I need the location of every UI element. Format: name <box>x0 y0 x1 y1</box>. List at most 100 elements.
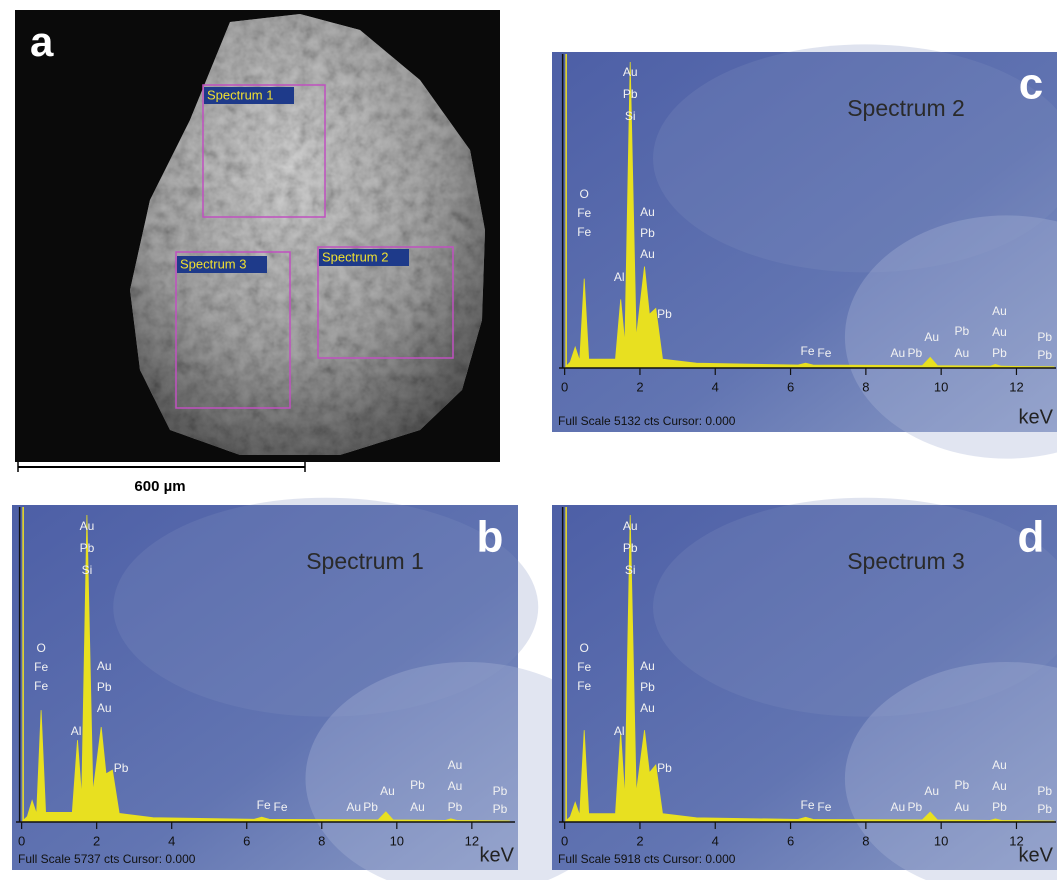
x-tick-label: 0 <box>561 379 568 394</box>
region-label: Spectrum 3 <box>180 256 246 271</box>
peak-label: Au <box>410 800 425 814</box>
x-tick-label: 4 <box>712 379 719 394</box>
spectrum-title: Spectrum 2 <box>847 95 965 121</box>
peak-label: Fe <box>577 225 591 239</box>
x-tick-label: 12 <box>465 833 479 848</box>
peak-label: Pb <box>80 541 95 555</box>
panel-letter: a <box>30 18 54 65</box>
peak-label: Au <box>623 519 638 533</box>
x-tick-label: 10 <box>934 379 948 394</box>
peak-label: Au <box>640 659 655 673</box>
panel-letter: d <box>1018 513 1045 562</box>
peak-label: Pb <box>448 800 463 814</box>
footer: Full Scale 5737 cts Cursor: 0.000 <box>18 852 196 866</box>
peak-label: Al <box>71 724 82 738</box>
peak-label: Si <box>82 563 93 577</box>
peak-label: Pb <box>1037 330 1052 344</box>
peak-label: Pb <box>907 800 922 814</box>
peak-label: Pb <box>640 226 655 240</box>
x-tick-label: 6 <box>787 833 794 848</box>
x-tick-label: 0 <box>561 833 568 848</box>
peak-label: Au <box>380 784 395 798</box>
x-tick-label: 2 <box>93 833 100 848</box>
peak-label: Au <box>640 205 655 219</box>
peak-label: Au <box>992 304 1007 318</box>
peak-label: Au <box>448 779 463 793</box>
x-tick-label: 6 <box>243 833 250 848</box>
peak-label: O <box>36 641 45 655</box>
panel-letter: c <box>1019 60 1043 109</box>
peak-label: Au <box>992 779 1007 793</box>
x-tick-label: 4 <box>168 833 175 848</box>
spectrum-title: Spectrum 3 <box>847 548 965 574</box>
peak-label: Fe <box>577 679 591 693</box>
x-tick-label: 2 <box>636 833 643 848</box>
peak-label: Pb <box>955 778 970 792</box>
page: Spectrum 1 Spectrum 2 Spectrum 3 a 600 µ… <box>0 0 1057 885</box>
peak-label: Pb <box>657 761 672 775</box>
peak-label: Au <box>992 758 1007 772</box>
peak-label: Pb <box>992 800 1007 814</box>
x-axis-label: keV <box>1019 406 1054 428</box>
peak-label: Au <box>623 65 638 79</box>
peak-label: Pb <box>493 784 508 798</box>
peak-label: Au <box>448 758 463 772</box>
peak-label: Au <box>80 519 95 533</box>
peak-label: Fe <box>800 798 814 812</box>
peak-label: Fe <box>257 798 271 812</box>
peak-label: Pb <box>992 346 1007 360</box>
peak-label: Pb <box>640 680 655 694</box>
x-tick-label: 4 <box>712 833 719 848</box>
footer: Full Scale 5918 cts Cursor: 0.000 <box>558 852 736 866</box>
scale-bar-label: 600 µm <box>134 478 185 495</box>
region-label: Spectrum 2 <box>322 249 388 264</box>
peak-label: Pb <box>623 87 638 101</box>
peak-label: Au <box>891 346 906 360</box>
peak-label: Au <box>640 701 655 715</box>
spectrum-title: Spectrum 1 <box>306 548 424 574</box>
peak-label: Fe <box>273 800 287 814</box>
peak-label: Au <box>955 346 970 360</box>
peak-label: Fe <box>577 660 591 674</box>
peak-label: Fe <box>34 679 48 693</box>
peak-label: Fe <box>800 344 814 358</box>
peak-label: Pb <box>623 541 638 555</box>
peak-label: Au <box>640 247 655 261</box>
x-tick-label: 8 <box>862 379 869 394</box>
panel-letter: b <box>477 513 504 562</box>
peak-label: Au <box>891 800 906 814</box>
peak-label: Si <box>625 109 636 123</box>
peak-label: Au <box>992 325 1007 339</box>
peak-label: Au <box>924 784 939 798</box>
x-tick-label: 2 <box>636 379 643 394</box>
peak-label: Pb <box>363 800 378 814</box>
x-tick-label: 10 <box>390 833 404 848</box>
peak-label: Au <box>955 800 970 814</box>
x-tick-label: 8 <box>862 833 869 848</box>
figure: Spectrum 1 Spectrum 2 Spectrum 3 a 600 µ… <box>0 0 1057 880</box>
peak-label: Si <box>625 563 636 577</box>
peak-label: Pb <box>1037 784 1052 798</box>
x-tick-label: 8 <box>318 833 325 848</box>
peak-label: Pb <box>1037 348 1052 362</box>
peak-label: Pb <box>1037 802 1052 816</box>
peak-label: Pb <box>955 324 970 338</box>
peak-label: Pb <box>657 307 672 321</box>
peak-label: Au <box>97 701 112 715</box>
x-tick-label: 0 <box>18 833 25 848</box>
peak-label: Fe <box>817 800 831 814</box>
x-tick-label: 6 <box>787 379 794 394</box>
x-axis-label: keV <box>480 844 515 866</box>
peak-label: Au <box>924 330 939 344</box>
peak-label: Fe <box>34 660 48 674</box>
peak-label: Au <box>346 800 361 814</box>
peak-label: Al <box>614 270 625 284</box>
peak-label: Pb <box>114 761 129 775</box>
peak-label: Au <box>97 659 112 673</box>
peak-label: Pb <box>97 680 112 694</box>
region-label: Spectrum 1 <box>207 87 273 102</box>
peak-label: Pb <box>907 346 922 360</box>
peak-label: Fe <box>817 346 831 360</box>
x-tick-label: 12 <box>1009 379 1023 394</box>
peak-label: Fe <box>577 206 591 220</box>
